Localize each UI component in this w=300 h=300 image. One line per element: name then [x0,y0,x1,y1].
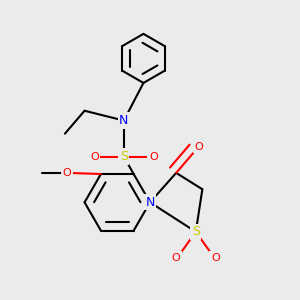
Text: N: N [145,196,155,209]
Text: N: N [119,114,128,127]
Text: O: O [172,253,181,263]
Text: S: S [120,150,128,163]
Text: O: O [195,142,203,152]
Text: O: O [62,168,71,178]
Text: O: O [211,253,220,263]
Text: O: O [90,152,99,161]
Text: S: S [192,225,200,238]
Text: O: O [149,152,158,161]
